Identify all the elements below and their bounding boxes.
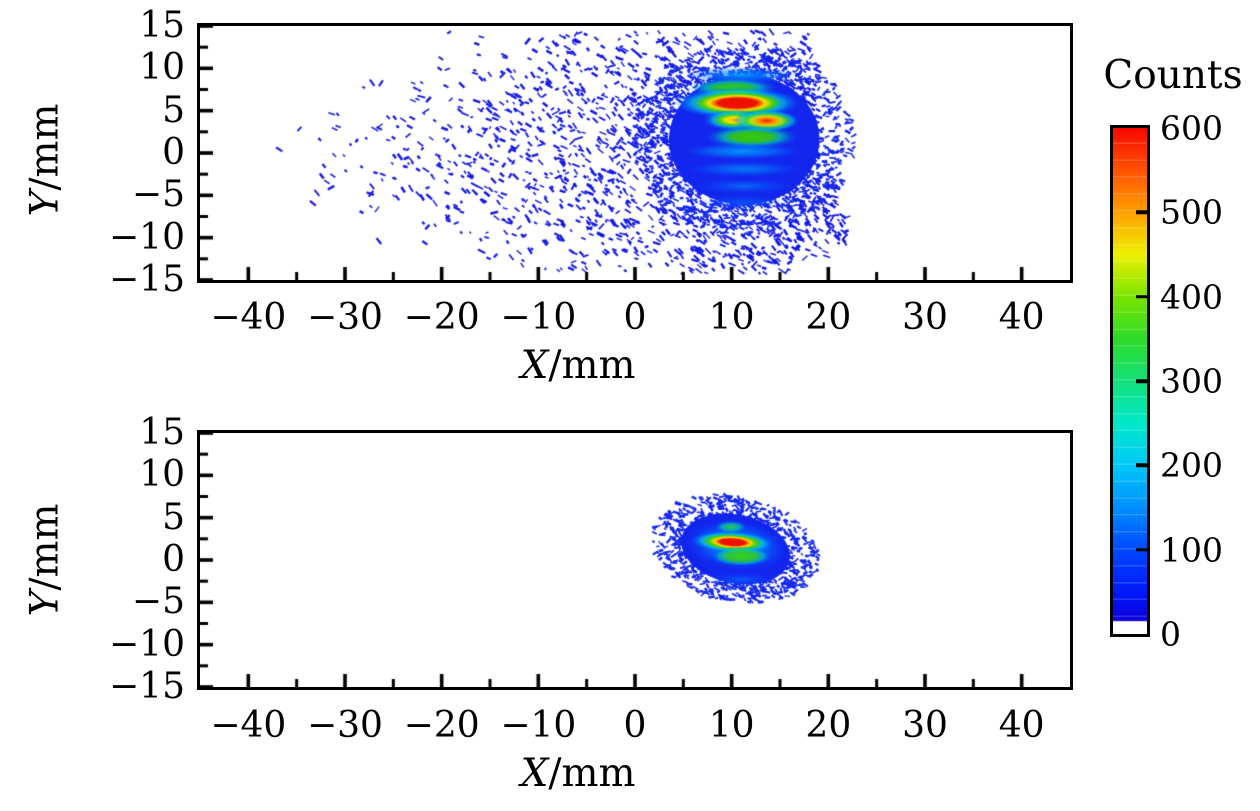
colorbar-tick-label: 500 [1160,192,1223,232]
plot-frame-bottom [197,430,1073,690]
y-axis-label-top: Y/mm [22,103,69,217]
plot-frame-top [197,23,1073,283]
y-tick-label: −10 [109,623,185,665]
x-tick-label: 10 [708,705,755,746]
colorbar-tick-mark [1136,210,1147,215]
x-tick-label: −40 [210,705,287,746]
colorbar-tick-labels: 600 500 400 300 200 100 0 [1160,112,1258,651]
y-tick-label: 0 [162,132,185,173]
x-axis-unit-top: /mm [548,343,636,388]
x-tick-label: 20 [805,297,852,338]
y-tick-label: −15 [109,259,185,300]
x-tick-label: 30 [902,705,948,746]
y-tick-label: 15 [139,412,185,453]
y-tick-label: −5 [131,174,185,216]
colorbar-tick-mark [1136,547,1147,552]
x-tick-label: 40 [998,297,1045,338]
x-tick-labels-bottom: −40 −30 −20 −10 0 10 20 30 40 [200,708,1070,746]
x-tick-label: −30 [306,297,383,338]
x-tick-label: −20 [403,297,480,338]
y-tick-label: 10 [139,454,185,496]
x-tick-label: 40 [998,705,1045,746]
y-tick-labels-top: 15 10 5 0 −5 −10 −15 [58,8,185,298]
y-tick-label: −5 [131,581,185,623]
x-tick-label: 0 [623,297,647,338]
colorbar-tick-label: 200 [1160,445,1223,485]
colorbar-tick-label: 400 [1160,277,1223,317]
colorbar-tick-mark [1136,463,1147,468]
x-axis-unit-bottom: /mm [548,751,636,796]
x-tick-labels-top: −40 −30 −20 −10 0 10 20 30 40 [200,300,1070,338]
y-tick-label: −10 [109,216,185,258]
x-tick-label: 20 [805,705,852,746]
colorbar [1110,125,1150,637]
y-axis-unit-top: /mm [22,103,68,191]
x-tick-label: −10 [500,297,577,338]
x-axis-variable-bottom: X [520,751,549,796]
colorbar-tick-label: 0 [1160,614,1181,654]
colorbar-tick-mark [1136,379,1147,383]
x-tick-label: −30 [306,705,383,746]
colorbar-tick-label: 300 [1160,361,1223,401]
colorbar-tick-label: 100 [1160,530,1223,570]
y-tick-label: 15 [139,5,185,46]
y-axis-label-bottom: Y/mm [22,503,69,617]
x-axis-label-bottom: X/mm [520,751,636,797]
x-axis-variable-top: X [520,343,549,388]
colorbar-tick-mark [1136,294,1147,299]
x-tick-label: −20 [403,705,480,746]
colorbar-tick-label: 600 [1160,108,1223,148]
x-axis-label-top: X/mm [520,343,636,389]
y-axis-variable-bottom: Y [22,590,68,617]
y-axis-unit-bottom: /mm [22,503,68,591]
y-tick-label: 0 [162,539,185,580]
y-tick-labels-bottom: 15 10 5 0 −5 −10 −15 [58,415,185,705]
y-axis-variable-top: Y [22,190,68,217]
x-tick-label: 10 [708,297,755,338]
heatmap-canvas-top [200,26,1070,280]
x-tick-label: 30 [902,297,948,338]
y-tick-label: −15 [109,666,185,707]
y-tick-label: 10 [139,47,185,89]
x-tick-label: 0 [623,705,647,746]
colorbar-title: Counts [1103,53,1243,98]
y-tick-label: 5 [162,496,185,538]
y-tick-label: 5 [162,89,185,131]
heatmap-canvas-bottom [200,433,1070,687]
x-tick-label: −40 [210,297,287,338]
x-tick-label: −10 [500,705,577,746]
